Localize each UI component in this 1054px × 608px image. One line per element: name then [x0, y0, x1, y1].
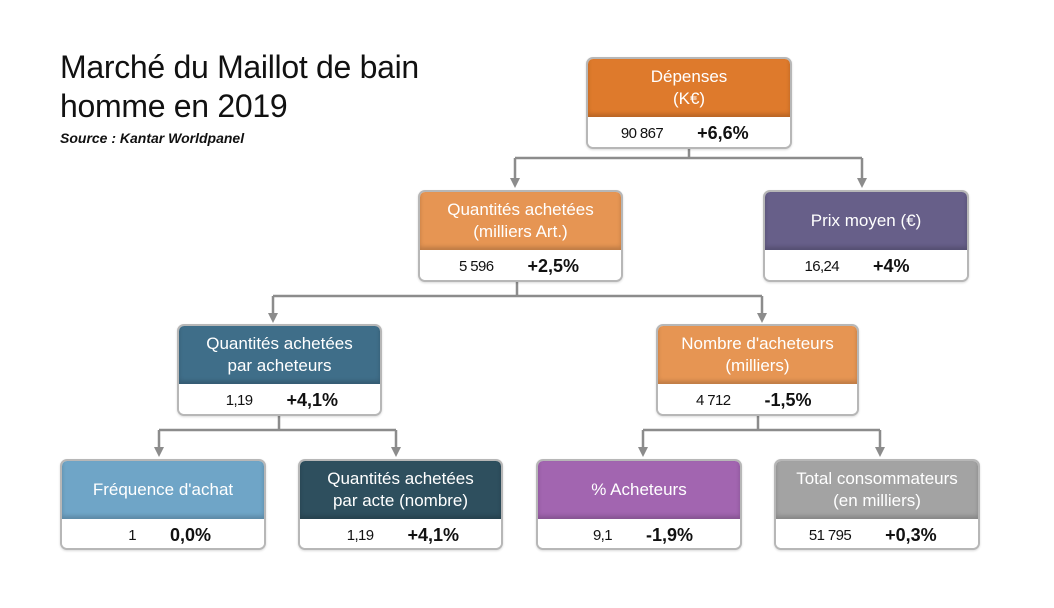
node-frequence-change: 0,0% — [170, 524, 212, 545]
node-depenses-value: 90 867 — [620, 124, 664, 142]
node-quantites-label-1: Quantités achetées — [447, 200, 594, 219]
node-qte-par-acheteur-change: +4,1% — [286, 389, 339, 410]
source-note: Source : Kantar Worldpanel — [60, 130, 245, 146]
node-pct-acheteurs-values: 9,1 -1,9% — [538, 519, 740, 548]
node-qte-par-acte-values: 1,19 +4,1% — [300, 519, 501, 548]
node-total-consommateurs-label-2: (en milliers) — [833, 491, 921, 510]
node-quantites-header: Quantités achetées (milliers Art.) — [420, 192, 621, 250]
node-total-consommateurs-change: +0,3% — [885, 524, 937, 545]
node-quantites-values: 5 596 +2,5% — [420, 250, 621, 280]
node-pct-acheteurs-label-1: % Acheteurs — [591, 480, 687, 499]
node-pct-acheteurs-value: 9,1 — [592, 526, 613, 544]
node-pct-acheteurs-header: % Acheteurs — [538, 461, 740, 519]
node-qte-par-acte-label-1: Quantités achetées — [327, 469, 474, 488]
node-pct-acheteurs-change: -1,9% — [646, 524, 694, 545]
node-qte-par-acte-header: Quantités achetées par acte (nombre) — [300, 461, 501, 519]
node-nb-acheteurs-label-1: Nombre d'acheteurs — [681, 334, 834, 353]
node-depenses-change: +6,6% — [697, 122, 749, 143]
node-quantites-change: +2,5% — [527, 255, 580, 276]
node-prix-moyen-change: +4% — [873, 255, 910, 276]
node-nb-acheteurs-value: 4 712 — [695, 391, 731, 409]
node-qte-par-acte-label-2: par acte (nombre) — [332, 491, 469, 510]
connector-quantites-split — [273, 281, 762, 298]
node-frequence: Fréquence d'achat 1 0,0% — [60, 459, 266, 550]
node-depenses: Dépenses (K€) 90 867 +6,6% — [586, 57, 792, 149]
node-qte-par-acheteur: Quantités achetées par acheteurs 1,19 +4… — [177, 324, 382, 416]
title-line-2: homme en 2019 — [60, 88, 288, 124]
connector-nba-split — [643, 415, 880, 432]
node-depenses-values: 90 867 +6,6% — [588, 117, 790, 147]
node-quantites: Quantités achetées (milliers Art.) 5 596… — [418, 190, 623, 282]
node-quantites-value: 5 596 — [458, 257, 494, 275]
node-total-consommateurs-label-1: Total consommateurs — [796, 469, 958, 488]
node-prix-moyen-header: Prix moyen (€) — [765, 192, 967, 250]
node-nb-acheteurs-header: Nombre d'acheteurs (milliers) — [658, 326, 857, 384]
node-qte-par-acheteur-values: 1,19 +4,1% — [179, 384, 380, 414]
node-nb-acheteurs-label-2: (milliers) — [725, 356, 790, 375]
connector-qpa-split — [159, 415, 396, 432]
node-qte-par-acte: Quantités achetées par acte (nombre) 1,1… — [298, 459, 503, 550]
node-prix-moyen-values: 16,24 +4% — [765, 250, 967, 280]
node-frequence-header: Fréquence d'achat — [62, 461, 264, 519]
title-line-1: Marché du Maillot de bain — [60, 49, 419, 85]
node-pct-acheteurs: % Acheteurs 9,1 -1,9% — [536, 459, 742, 550]
node-prix-moyen-label-1: Prix moyen (€) — [810, 211, 922, 230]
node-total-consommateurs-header: Total consommateurs (en milliers) — [776, 461, 978, 519]
node-qte-par-acheteur-label-2: par acheteurs — [227, 356, 332, 375]
node-qte-par-acheteur-value: 1,19 — [225, 391, 253, 409]
page-title: Marché du Maillot de bain homme en 2019 — [60, 48, 500, 126]
node-frequence-value: 1 — [128, 526, 136, 544]
node-qte-par-acheteur-label-1: Quantités achetées — [206, 334, 353, 353]
node-total-consommateurs: Total consommateurs (en milliers) 51 795… — [774, 459, 980, 550]
node-nb-acheteurs: Nombre d'acheteurs (milliers) 4 712 -1,5… — [656, 324, 859, 416]
node-nb-acheteurs-values: 4 712 -1,5% — [658, 384, 857, 414]
node-depenses-label-1: Dépenses — [650, 67, 728, 86]
node-quantites-label-2: (milliers Art.) — [473, 222, 568, 241]
node-total-consommateurs-values: 51 795 +0,3% — [776, 519, 978, 548]
node-depenses-label-2: (K€) — [672, 89, 706, 108]
node-prix-moyen: Prix moyen (€) 16,24 +4% — [763, 190, 969, 282]
node-frequence-label-1: Fréquence d'achat — [92, 480, 234, 499]
node-depenses-header: Dépenses (K€) — [588, 59, 790, 117]
node-nb-acheteurs-change: -1,5% — [764, 389, 812, 410]
node-total-consommateurs-value: 51 795 — [808, 526, 852, 544]
node-qte-par-acte-value: 1,19 — [346, 526, 374, 544]
node-qte-par-acte-change: +4,1% — [407, 524, 460, 545]
node-prix-moyen-value: 16,24 — [804, 257, 839, 275]
node-frequence-values: 1 0,0% — [62, 519, 264, 548]
node-qte-par-acheteur-header: Quantités achetées par acheteurs — [179, 326, 380, 384]
